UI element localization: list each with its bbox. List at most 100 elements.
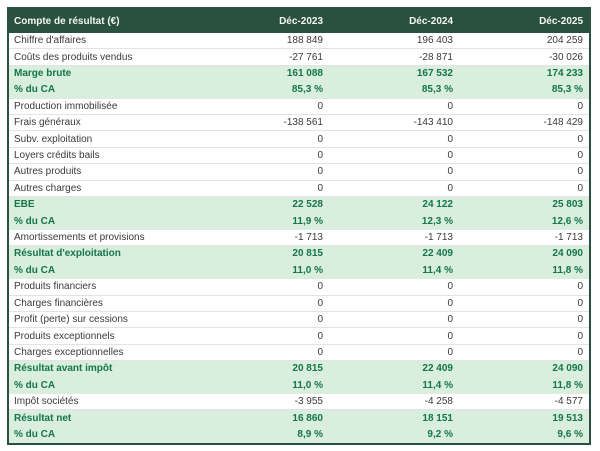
row-label: Charges exceptionnelles [14,346,124,358]
table-header-title: Compte de résultat (€) [14,15,120,27]
table-row: Produits exceptionnels 0 0 0 [9,328,589,345]
table-row: Charges financières 0 0 0 [9,295,589,312]
row-value-dec-2025: 85,3 % [551,84,583,96]
row-value-dec-2023: 0 [317,150,323,162]
row-value-dec-2024: 0 [447,150,453,162]
row-value-dec-2025: 0 [577,297,583,309]
table-row: Résultat net 16 860 18 151 19 513 [9,410,589,427]
table-header-row: Compte de résultat (€) Déc-2023 Déc-2024… [9,9,589,33]
row-label: Production immobilisée [14,100,118,112]
row-value-dec-2023: 0 [317,281,323,293]
row-value-dec-2023: 0 [317,346,323,358]
row-label: Coûts des produits vendus [14,51,133,63]
row-value-dec-2025: -148 429 [543,117,583,129]
row-value-dec-2023: -138 561 [283,117,323,129]
row-value-dec-2024: 22 409 [422,363,453,375]
row-value-dec-2024: 12,3 % [421,215,453,227]
row-value-dec-2024: 18 151 [422,412,453,424]
row-value-dec-2025: 0 [577,100,583,112]
table-row: % du CA 11,0 % 11,4 % 11,8 % [9,262,589,280]
table-row: EBE 22 528 24 122 25 803 [9,197,589,214]
row-label: Subv. exploitation [14,133,93,145]
row-value-dec-2025: 0 [577,281,583,293]
row-value-dec-2023: 20 815 [292,363,323,375]
row-label: Frais généraux [14,117,81,129]
table-row: % du CA 11,0 % 11,4 % 11,8 % [9,377,589,394]
row-label: Résultat net [14,412,72,424]
row-value-dec-2023: 20 815 [292,248,323,260]
row-label: Produits financiers [14,281,97,293]
row-value-dec-2023: 161 088 [286,68,323,80]
row-value-dec-2025: 0 [577,150,583,162]
row-label: Produits exceptionnels [14,330,115,342]
row-value-dec-2024: 85,3 % [421,84,453,96]
table-row: Profit (perte) sur cessions 0 0 0 [9,311,589,329]
table-header-col-dec-2024: Déc-2024 [409,15,453,27]
row-label: % du CA [14,84,56,96]
row-value-dec-2024: 0 [447,182,453,194]
row-value-dec-2025: -4 577 [554,396,583,408]
table-row: Amortissements et provisions -1 713 -1 7… [9,229,589,247]
row-value-dec-2025: 9,6 % [557,428,583,440]
row-label: EBE [14,199,35,211]
row-value-dec-2023: 0 [317,166,323,178]
row-value-dec-2025: 11,8 % [552,264,583,276]
row-value-dec-2024: -28 871 [419,51,453,63]
row-value-dec-2023: 188 849 [286,35,323,47]
row-value-dec-2025: -1 713 [554,232,583,244]
table-row: Autres produits 0 0 0 [9,164,589,181]
row-value-dec-2025: 0 [577,182,583,194]
row-value-dec-2023: 85,3 % [291,84,323,96]
row-label: Marge brute [14,68,72,80]
table-row: Charges exceptionnelles 0 0 0 [9,344,589,362]
row-label: Chiffre d'affaires [14,35,87,47]
table-row: Autres charges 0 0 0 [9,180,589,198]
row-value-dec-2025: 25 803 [552,199,583,211]
row-value-dec-2025: 0 [577,166,583,178]
table-row: Coûts des produits vendus -27 761 -28 87… [9,49,589,66]
row-label: % du CA [14,428,56,440]
table-header-col-dec-2025: Déc-2025 [539,15,583,27]
table-row: % du CA 85,3 % 85,3 % 85,3 % [9,82,589,99]
table-header-col-dec-2023: Déc-2023 [279,15,323,27]
row-value-dec-2023: 0 [317,330,323,342]
table-row: Produits financiers 0 0 0 [9,279,589,296]
row-value-dec-2024: 9,2 % [427,428,453,440]
row-label: Loyers crédits bails [14,150,100,162]
row-label: Autres charges [14,182,82,194]
row-value-dec-2024: 11,4 % [422,264,453,276]
row-label: Amortissements et provisions [14,232,145,244]
row-value-dec-2024: 0 [447,330,453,342]
row-value-dec-2024: 24 122 [422,199,453,211]
row-value-dec-2023: 8,9 % [297,428,323,440]
row-value-dec-2025: 0 [577,133,583,145]
row-value-dec-2024: 196 403 [416,35,453,47]
row-value-dec-2025: 12,6 % [551,215,583,227]
row-value-dec-2025: 24 090 [552,363,583,375]
row-label: % du CA [14,215,56,227]
row-value-dec-2024: 0 [447,346,453,358]
row-label: Profit (perte) sur cessions [14,314,128,326]
row-value-dec-2025: 174 233 [546,68,583,80]
row-label: Résultat avant impôt [14,363,113,375]
table-row: Chiffre d'affaires 188 849 196 403 204 2… [9,33,589,50]
table-row: Marge brute 161 088 167 532 174 233 [9,65,589,83]
row-value-dec-2025: 11,8 % [552,379,583,391]
row-value-dec-2024: 0 [447,314,453,326]
row-value-dec-2025: 0 [577,346,583,358]
income-statement-table: Compte de résultat (€) Déc-2023 Déc-2024… [7,7,591,445]
row-value-dec-2023: 0 [317,314,323,326]
row-value-dec-2024: 167 532 [416,68,453,80]
row-value-dec-2023: 0 [317,100,323,112]
table-row: Loyers crédits bails 0 0 0 [9,147,589,165]
row-label: Impôt sociétés [14,396,79,408]
row-value-dec-2023: 11,0 % [292,264,323,276]
row-value-dec-2024: 0 [447,133,453,145]
row-value-dec-2025: 24 090 [552,248,583,260]
row-value-dec-2024: 0 [447,297,453,309]
row-value-dec-2023: 11,9 % [292,215,323,227]
row-value-dec-2023: 0 [317,297,323,309]
row-value-dec-2023: -1 713 [294,232,323,244]
row-label: % du CA [14,264,56,276]
row-label: % du CA [14,379,56,391]
